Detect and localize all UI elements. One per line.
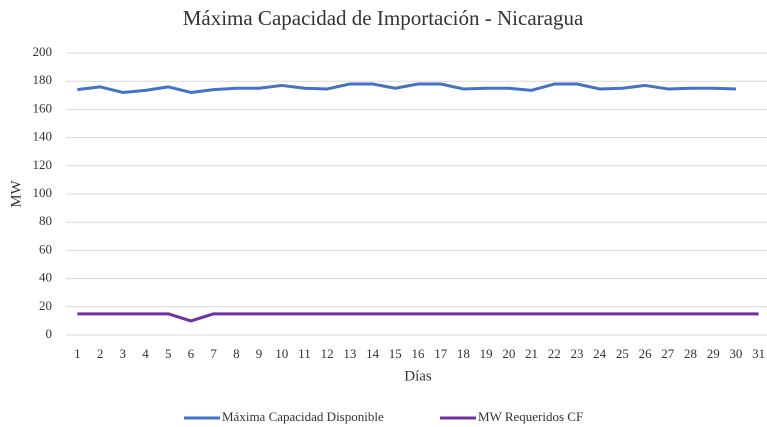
y-tick-label: 140	[33, 129, 53, 144]
legend-label: MW Requeridos CF	[478, 409, 583, 424]
legend-label: Máxima Capacidad Disponible	[222, 409, 384, 424]
x-tick-label: 10	[275, 346, 288, 361]
x-tick-label: 9	[256, 346, 263, 361]
y-tick-label: 180	[33, 72, 53, 87]
x-tick-label: 19	[480, 346, 493, 361]
x-tick-label: 31	[752, 346, 765, 361]
x-tick-label: 26	[639, 346, 653, 361]
x-tick-label: 27	[661, 346, 675, 361]
x-tick-label: 3	[120, 346, 127, 361]
y-tick-label: 160	[33, 100, 53, 115]
x-tick-label: 6	[188, 346, 195, 361]
x-axis-label: Días	[404, 368, 432, 384]
x-tick-label: 30	[729, 346, 742, 361]
x-tick-label: 18	[457, 346, 470, 361]
y-tick-label: 200	[33, 44, 53, 59]
x-tick-label: 11	[298, 346, 311, 361]
x-tick-label: 7	[210, 346, 217, 361]
y-tick-label: 120	[33, 157, 53, 172]
x-tick-label: 4	[142, 346, 149, 361]
x-tick-label: 8	[233, 346, 240, 361]
x-tick-label: 24	[593, 346, 607, 361]
x-tick-label: 17	[434, 346, 448, 361]
x-tick-label: 14	[366, 346, 380, 361]
y-tick-label: 40	[39, 270, 52, 285]
x-tick-label: 5	[165, 346, 172, 361]
y-tick-label: 80	[39, 213, 52, 228]
x-tick-label: 15	[389, 346, 402, 361]
y-tick-label: 20	[39, 298, 52, 313]
y-tick-label: 100	[33, 185, 53, 200]
y-tick-label: 60	[39, 241, 52, 256]
x-tick-label: 29	[707, 346, 720, 361]
x-tick-label: 23	[570, 346, 583, 361]
x-tick-label: 16	[412, 346, 426, 361]
series-line	[77, 82, 736, 94]
x-tick-label: 21	[525, 346, 538, 361]
x-tick-label: 22	[548, 346, 561, 361]
x-tick-label: 28	[684, 346, 697, 361]
chart-title: Máxima Capacidad de Importación - Nicara…	[183, 6, 584, 30]
y-axis-label: MW	[8, 179, 24, 207]
x-tick-label: 1	[74, 346, 81, 361]
x-tick-label: 20	[502, 346, 515, 361]
x-tick-label: 25	[616, 346, 629, 361]
x-tick-label: 2	[97, 346, 104, 361]
x-tick-label: 12	[321, 346, 334, 361]
series-line	[77, 312, 759, 323]
x-tick-label: 13	[343, 346, 356, 361]
y-tick-label: 0	[46, 326, 53, 341]
